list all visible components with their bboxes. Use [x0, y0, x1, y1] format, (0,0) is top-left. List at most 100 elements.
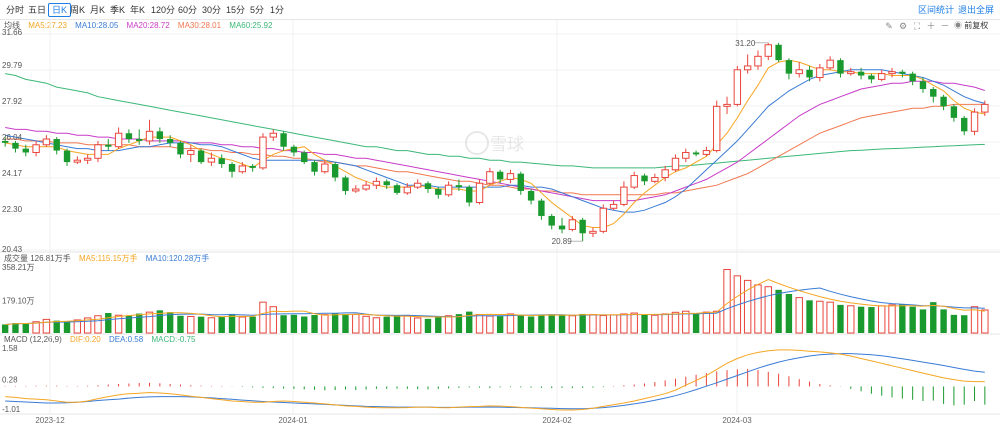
volume-bar [517, 314, 524, 333]
volume-bar [743, 279, 752, 334]
tab-period-30min[interactable]: 30分 [202, 5, 222, 15]
pencil-icon[interactable]: ✎ [885, 21, 893, 31]
candle [486, 167, 494, 186]
tab-period-5min[interactable]: 5分 [250, 5, 265, 15]
volume-bar [682, 310, 690, 334]
macd-dea-label: DEA:0.58 [108, 335, 144, 344]
volume-bar [187, 315, 195, 334]
candle-body [444, 184, 453, 196]
fullscreen-icon[interactable]: ⛶ [913, 21, 921, 31]
candle-body [424, 183, 432, 190]
candle [981, 100, 989, 116]
volume-bar [455, 314, 463, 333]
candle-body [166, 139, 174, 143]
volume-bar [280, 315, 287, 333]
zoom-in-icon[interactable]: ＋ [926, 21, 936, 31]
candle [187, 144, 195, 163]
tab-period-yearly[interactable]: 年K [130, 5, 146, 15]
zoom-out-icon[interactable]: － [940, 21, 950, 31]
candle-body [702, 150, 711, 155]
volume-bar [63, 321, 71, 333]
candle [620, 181, 628, 207]
watermark: 雪球 [465, 131, 524, 155]
volume-bar [197, 316, 205, 333]
candle-body [950, 106, 958, 118]
tab-period-120min[interactable]: 120分 [151, 5, 176, 15]
candle-body [743, 65, 752, 71]
tab-period-quarterly[interactable]: 季K [110, 5, 126, 15]
candle [517, 171, 524, 195]
candle [558, 217, 566, 234]
candle-body [641, 175, 648, 182]
watermark-logo-icon [465, 131, 489, 155]
tab-period-weekly[interactable]: 周K [70, 5, 86, 15]
ma-legend-title: 均线 [4, 21, 20, 30]
volume-bar [73, 319, 82, 334]
tab-period-60min[interactable]: 60分 [178, 5, 198, 15]
tab-period-15min[interactable]: 15分 [226, 5, 246, 15]
volume-bar [83, 317, 92, 334]
tab-period-5day[interactable]: 五日 [28, 5, 47, 15]
volume-bar [775, 289, 782, 333]
candle [970, 108, 979, 136]
interval-stats-button[interactable]: 区间统计 [918, 5, 955, 15]
candle [630, 171, 638, 190]
exit-fullscreen-button[interactable]: 退出全屏 [958, 5, 995, 15]
adjust-price-toggle[interactable]: ◉ 前复权 [954, 21, 988, 31]
candle-body [970, 111, 979, 132]
ma10-label: MA10:28.05 [75, 21, 119, 30]
macd-tick-label: -1.01 [2, 405, 21, 414]
volume-bar [620, 313, 628, 334]
tab-period-monthly[interactable]: 月K [90, 5, 106, 15]
volume-bar [342, 313, 349, 333]
tab-period-fenshi[interactable]: 分时 [6, 5, 25, 15]
volume-bar [806, 300, 813, 333]
candle-body [156, 131, 164, 140]
candle-body [22, 148, 29, 153]
chart-grid [0, 20, 1000, 415]
volume-bar [331, 313, 339, 333]
volume-bar [527, 316, 535, 333]
tab-period-daily[interactable]: 日K [48, 3, 72, 17]
candle-body [238, 165, 247, 173]
candle [301, 150, 308, 165]
candle [218, 154, 225, 168]
candle-body [754, 55, 762, 67]
gear-icon[interactable]: ⚙ [898, 21, 908, 31]
candle [136, 129, 143, 145]
date-tick-label: 2023-12 [35, 416, 65, 425]
volume-bar [145, 311, 154, 334]
volume-bar [228, 313, 236, 333]
date-tick-label: 2024-02 [542, 416, 572, 425]
candle [12, 140, 19, 153]
volume-bar [661, 313, 669, 334]
candle [238, 162, 247, 174]
volume-bar [930, 302, 937, 333]
volume-bar [383, 316, 390, 333]
candle [383, 179, 390, 190]
candle-body [826, 59, 834, 69]
volume-bar [847, 305, 855, 334]
candle-body [383, 181, 390, 186]
candle-body [506, 173, 515, 180]
volume-bar [713, 310, 721, 334]
volume-tick-label: 358.21万 [2, 263, 34, 272]
tab-period-1min[interactable]: 1分 [270, 5, 285, 15]
volume-bar [702, 311, 711, 334]
price-annotations: 31.20 20.89 [552, 39, 769, 246]
candle [42, 135, 51, 147]
candle [506, 169, 515, 184]
candle [228, 162, 236, 178]
candle-body [558, 225, 566, 230]
volume-bar [909, 306, 916, 333]
volume-bar [166, 312, 174, 333]
candle-body [692, 152, 700, 155]
volume-bars [1, 268, 989, 334]
ma5-label: MA5:27.23 [28, 21, 67, 30]
candle-body [466, 187, 473, 203]
candle-body [362, 184, 370, 190]
candle-body [857, 71, 865, 76]
ma20-label: MA20:28.72 [126, 21, 170, 30]
candle-body [136, 139, 143, 141]
